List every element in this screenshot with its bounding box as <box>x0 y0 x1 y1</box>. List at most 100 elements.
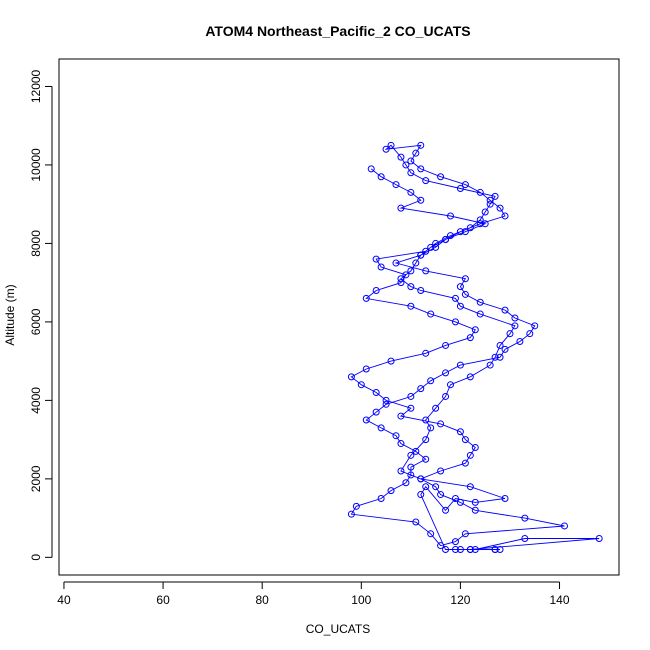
data-point <box>461 459 469 467</box>
data-point <box>456 228 464 236</box>
data-point <box>521 514 529 522</box>
data-point <box>451 494 459 502</box>
data-point <box>461 530 469 538</box>
data-point <box>491 192 499 200</box>
data-point <box>382 396 390 404</box>
data-point <box>407 267 415 275</box>
data-point <box>347 373 355 381</box>
data-point <box>442 236 450 244</box>
data-point <box>402 271 410 279</box>
data-point <box>417 491 425 499</box>
data-point <box>402 161 410 169</box>
x-tick-label: 140 <box>550 593 570 607</box>
data-point <box>407 157 415 165</box>
data-point <box>412 259 420 267</box>
data-point <box>397 440 405 448</box>
data-point <box>471 443 479 451</box>
data-point <box>491 545 499 553</box>
data-point <box>501 306 509 314</box>
data-point <box>432 404 440 412</box>
data-point <box>531 322 539 330</box>
data-point <box>422 177 430 185</box>
data-point <box>476 298 484 306</box>
data-point <box>560 522 568 530</box>
data-point <box>447 381 455 389</box>
data-point <box>506 330 514 338</box>
plot-frame <box>58 58 620 576</box>
data-point <box>407 283 415 291</box>
data-point <box>357 381 365 389</box>
data-point <box>447 232 455 240</box>
data-point <box>511 314 519 322</box>
data-point <box>466 334 474 342</box>
y-tick-label: 8000 <box>29 230 43 257</box>
data-point <box>501 494 509 502</box>
data-point <box>456 283 464 291</box>
data-point <box>377 173 385 181</box>
data-point <box>427 530 435 538</box>
y-tick-label: 0 <box>29 554 43 561</box>
data-point <box>471 498 479 506</box>
data-point <box>461 181 469 189</box>
data-point <box>461 228 469 236</box>
data-point <box>412 518 420 526</box>
data-point <box>461 275 469 283</box>
data-point <box>387 357 395 365</box>
data-point <box>595 535 603 543</box>
data-point <box>387 487 395 495</box>
data-point <box>456 428 464 436</box>
x-tick-label: 60 <box>156 593 170 607</box>
data-point <box>456 302 464 310</box>
data-point <box>496 545 504 553</box>
data-point <box>456 545 464 553</box>
data-point <box>422 267 430 275</box>
data-point <box>486 200 494 208</box>
data-point <box>422 349 430 357</box>
data-point <box>466 483 474 491</box>
series-points <box>347 141 603 553</box>
x-axis: 40 60 80 100 120 140 <box>57 581 570 607</box>
data-point <box>367 165 375 173</box>
data-point <box>451 545 459 553</box>
data-point <box>461 436 469 444</box>
data-point <box>407 404 415 412</box>
data-point <box>442 545 450 553</box>
data-point <box>491 353 499 361</box>
y-axis-label: Altitude (m) <box>3 284 17 345</box>
data-point <box>476 188 484 196</box>
data-point <box>437 173 445 181</box>
data-point <box>372 408 380 416</box>
data-point <box>511 322 519 330</box>
data-point <box>466 373 474 381</box>
data-point <box>476 310 484 318</box>
data-point <box>397 467 405 475</box>
data-point <box>447 212 455 220</box>
data-point <box>387 141 395 149</box>
data-point <box>382 400 390 408</box>
data-point <box>422 436 430 444</box>
y-tick-label: 4000 <box>29 387 43 414</box>
data-point <box>496 204 504 212</box>
data-point <box>372 287 380 295</box>
data-point <box>417 196 425 204</box>
data-point <box>466 224 474 232</box>
data-point <box>501 345 509 353</box>
data-point <box>352 502 360 510</box>
data-point <box>397 204 405 212</box>
data-point <box>392 181 400 189</box>
data-point <box>451 318 459 326</box>
data-point <box>442 392 450 400</box>
data-point <box>451 294 459 302</box>
data-point <box>432 239 440 247</box>
data-point <box>486 196 494 204</box>
data-point <box>377 263 385 271</box>
y-tick-label: 10000 <box>29 148 43 182</box>
data-point <box>437 542 445 550</box>
data-point <box>377 424 385 432</box>
data-point <box>422 416 430 424</box>
data-point <box>412 447 420 455</box>
data-point <box>402 479 410 487</box>
y-tick-label: 6000 <box>29 308 43 335</box>
data-point <box>442 369 450 377</box>
